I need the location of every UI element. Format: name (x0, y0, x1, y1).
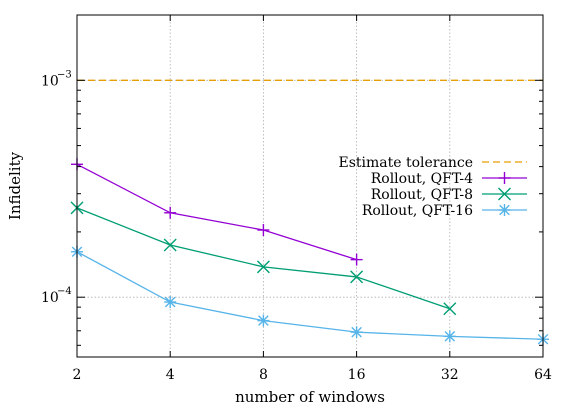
x-tick-label: 8 (259, 367, 268, 383)
x-tick-label: 32 (441, 367, 459, 383)
series-rollout-qft-4 (71, 158, 363, 266)
y-tick-label: 10 (41, 73, 59, 89)
legend-label: Rollout, QFT-4 (371, 171, 473, 187)
y-axis-title: Infidelity (6, 151, 24, 220)
data-point-marker (257, 314, 270, 327)
data-point-marker (443, 330, 456, 343)
data-point-marker (498, 204, 511, 216)
legend-label: Rollout, QFT-16 (362, 203, 473, 219)
data-point-marker (350, 326, 363, 339)
series-lines (70, 79, 549, 346)
x-axis-title: number of windows (235, 388, 385, 406)
y-tick-label: 10 (41, 290, 59, 306)
data-point-marker (350, 270, 364, 284)
data-point-marker (164, 296, 177, 309)
series-rollout-qft-16 (71, 245, 549, 346)
grid (77, 15, 543, 357)
x-tick-label: 2 (73, 367, 82, 383)
y-tick-exponent: −3 (57, 69, 72, 80)
data-point-marker (498, 172, 511, 184)
data-point-marker (256, 260, 270, 274)
data-point-marker (443, 302, 457, 316)
data-point-marker (257, 224, 270, 237)
data-point-marker (164, 206, 177, 219)
x-tick-label: 16 (348, 367, 366, 383)
x-tick-label: 4 (166, 367, 175, 383)
data-point-marker (350, 253, 363, 266)
series-line (76, 207, 451, 310)
y-tick-exponent: −4 (57, 286, 72, 297)
legend-label: Rollout, QFT-8 (371, 187, 473, 203)
x-tick-label: 64 (534, 367, 552, 383)
legend-label: Estimate tolerance (339, 155, 474, 171)
plot-frame (76, 14, 544, 358)
data-point-marker (163, 238, 177, 252)
series-line (76, 251, 544, 340)
data-point-marker (498, 187, 511, 201)
series-line (76, 163, 357, 261)
